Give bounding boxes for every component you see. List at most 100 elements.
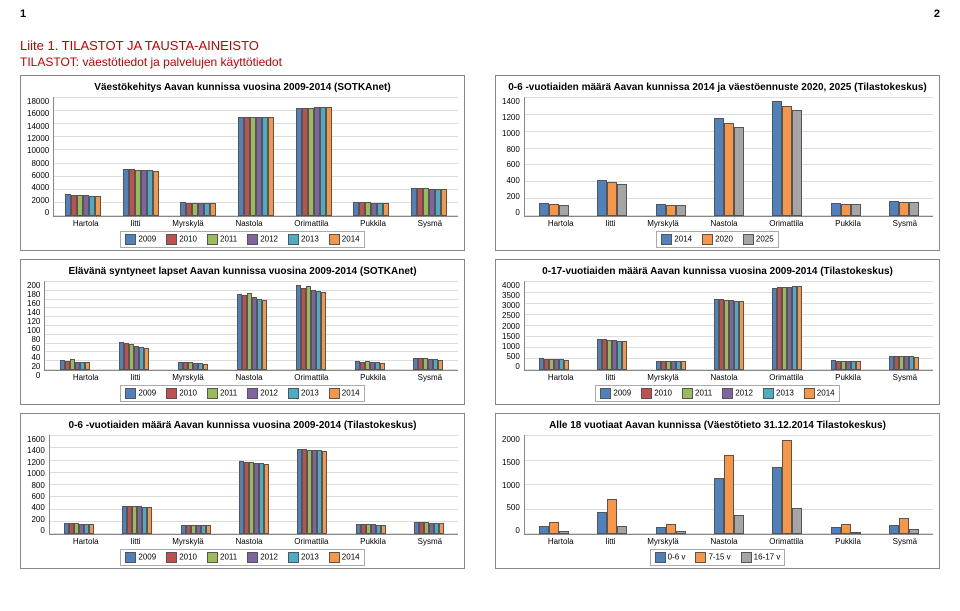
- chart-c3: Elävänä syntyneet lapset Aavan kunnissa …: [20, 259, 465, 405]
- bar: [559, 205, 569, 216]
- x-label: Sysmä: [893, 537, 917, 546]
- bar: [909, 529, 919, 534]
- legend: 0-6 v7-15 v16-17 v: [650, 549, 786, 566]
- bar-group: [714, 435, 744, 534]
- x-label: Hartola: [73, 219, 99, 228]
- x-label: Nastola: [710, 373, 737, 382]
- bar-group: [237, 281, 267, 370]
- bar-group: [178, 281, 208, 370]
- x-label: Iitti: [130, 373, 140, 382]
- legend: 200920102011201220132014: [120, 549, 364, 566]
- x-label: Hartola: [548, 219, 574, 228]
- bar: [782, 106, 792, 217]
- legend-item: 2020: [702, 234, 733, 245]
- x-label: Pukkila: [835, 537, 861, 546]
- x-label: Orimattila: [769, 373, 803, 382]
- x-label: Myrskylä: [647, 537, 679, 546]
- x-axis: HartolaIittiMyrskyläNastolaOrimattilaPuk…: [532, 373, 933, 382]
- bar: [734, 515, 744, 534]
- bar-group: [889, 435, 919, 534]
- bar: [914, 357, 919, 370]
- bar: [714, 118, 724, 216]
- bar-group: [296, 97, 332, 216]
- legend-item: 2012: [247, 388, 278, 399]
- bar: [381, 525, 386, 534]
- x-label: Sysmä: [418, 219, 442, 228]
- legend-swatch: [247, 552, 258, 563]
- legend-item: 2014: [329, 234, 360, 245]
- bar-group: [656, 97, 686, 216]
- bar: [564, 360, 569, 370]
- doc-subtitle: TILASTOT: väestötiedot ja palvelujen käy…: [20, 55, 940, 69]
- bar-group: [413, 281, 443, 370]
- bar: [262, 300, 267, 370]
- x-label: Orimattila: [294, 537, 328, 546]
- plot-area: [524, 281, 933, 371]
- bar: [210, 203, 216, 216]
- legend-swatch: [329, 552, 340, 563]
- bar-group: [597, 97, 627, 216]
- legend-swatch: [655, 552, 666, 563]
- legend-item: 2011: [207, 552, 237, 563]
- legend-item: 2012: [722, 388, 753, 399]
- x-label: Sysmä: [893, 219, 917, 228]
- page-number-left: 1: [20, 8, 26, 20]
- legend: 200920102011201220132014: [120, 385, 364, 402]
- x-label: Iitti: [605, 219, 615, 228]
- x-label: Nastola: [235, 219, 262, 228]
- bar-group: [889, 97, 919, 216]
- bar: [772, 467, 782, 534]
- bar: [607, 182, 617, 216]
- y-axis: 200180160140120100806040200: [27, 281, 44, 371]
- bar: [909, 202, 919, 216]
- x-label: Hartola: [548, 537, 574, 546]
- bar-group: [119, 281, 149, 370]
- x-axis: HartolaIittiMyrskyläNastolaOrimattilaPuk…: [57, 537, 458, 546]
- x-label: Sysmä: [893, 373, 917, 382]
- x-label: Nastola: [710, 219, 737, 228]
- plot-area: [44, 281, 458, 371]
- bar: [772, 101, 782, 216]
- x-label: Iitti: [130, 537, 140, 546]
- bar-group: [239, 435, 269, 534]
- legend: 201420202025: [656, 231, 778, 248]
- x-axis: HartolaIittiMyrskyläNastolaOrimattilaPuk…: [532, 537, 933, 546]
- bar: [147, 507, 152, 534]
- page-header: 1 2: [20, 8, 940, 20]
- doc-title: Liite 1. TILASTOT JA TAUSTA-AINEISTO: [20, 38, 940, 53]
- bar: [656, 527, 666, 534]
- bar: [831, 527, 841, 534]
- bar-group: [411, 97, 447, 216]
- bar: [89, 524, 94, 534]
- plot-area: [49, 435, 458, 535]
- bar-group: [60, 281, 90, 370]
- bar: [666, 524, 676, 534]
- bar-group: [656, 435, 686, 534]
- bar: [889, 525, 899, 534]
- x-label: Orimattila: [769, 219, 803, 228]
- bar: [841, 204, 851, 216]
- chart-c5: 0-6 -vuotiaiden määrä Aavan kunnissa vuo…: [20, 413, 465, 569]
- bar: [622, 341, 627, 370]
- plot-area: [524, 97, 933, 217]
- bar: [326, 107, 332, 216]
- legend-item: 2014: [804, 388, 835, 399]
- x-label: Pukkila: [360, 219, 386, 228]
- bar: [597, 512, 607, 534]
- legend-swatch: [682, 388, 693, 399]
- x-label: Nastola: [235, 537, 262, 546]
- legend-swatch: [329, 234, 340, 245]
- x-label: Orimattila: [294, 219, 328, 228]
- x-label: Orimattila: [294, 373, 328, 382]
- legend-swatch: [166, 388, 177, 399]
- bar: [539, 526, 549, 534]
- bar: [322, 451, 327, 534]
- legend: 200920102011201220132014: [120, 231, 364, 248]
- legend-swatch: [125, 552, 136, 563]
- chart-title: Alle 18 vuotiaat Aavan kunnissa (Väestöt…: [502, 420, 933, 431]
- bar-group: [714, 281, 744, 370]
- legend-swatch: [702, 234, 713, 245]
- bar: [153, 171, 159, 216]
- bar-group: [889, 281, 919, 370]
- x-axis: HartolaIittiMyrskyläNastolaOrimattilaPuk…: [57, 219, 458, 228]
